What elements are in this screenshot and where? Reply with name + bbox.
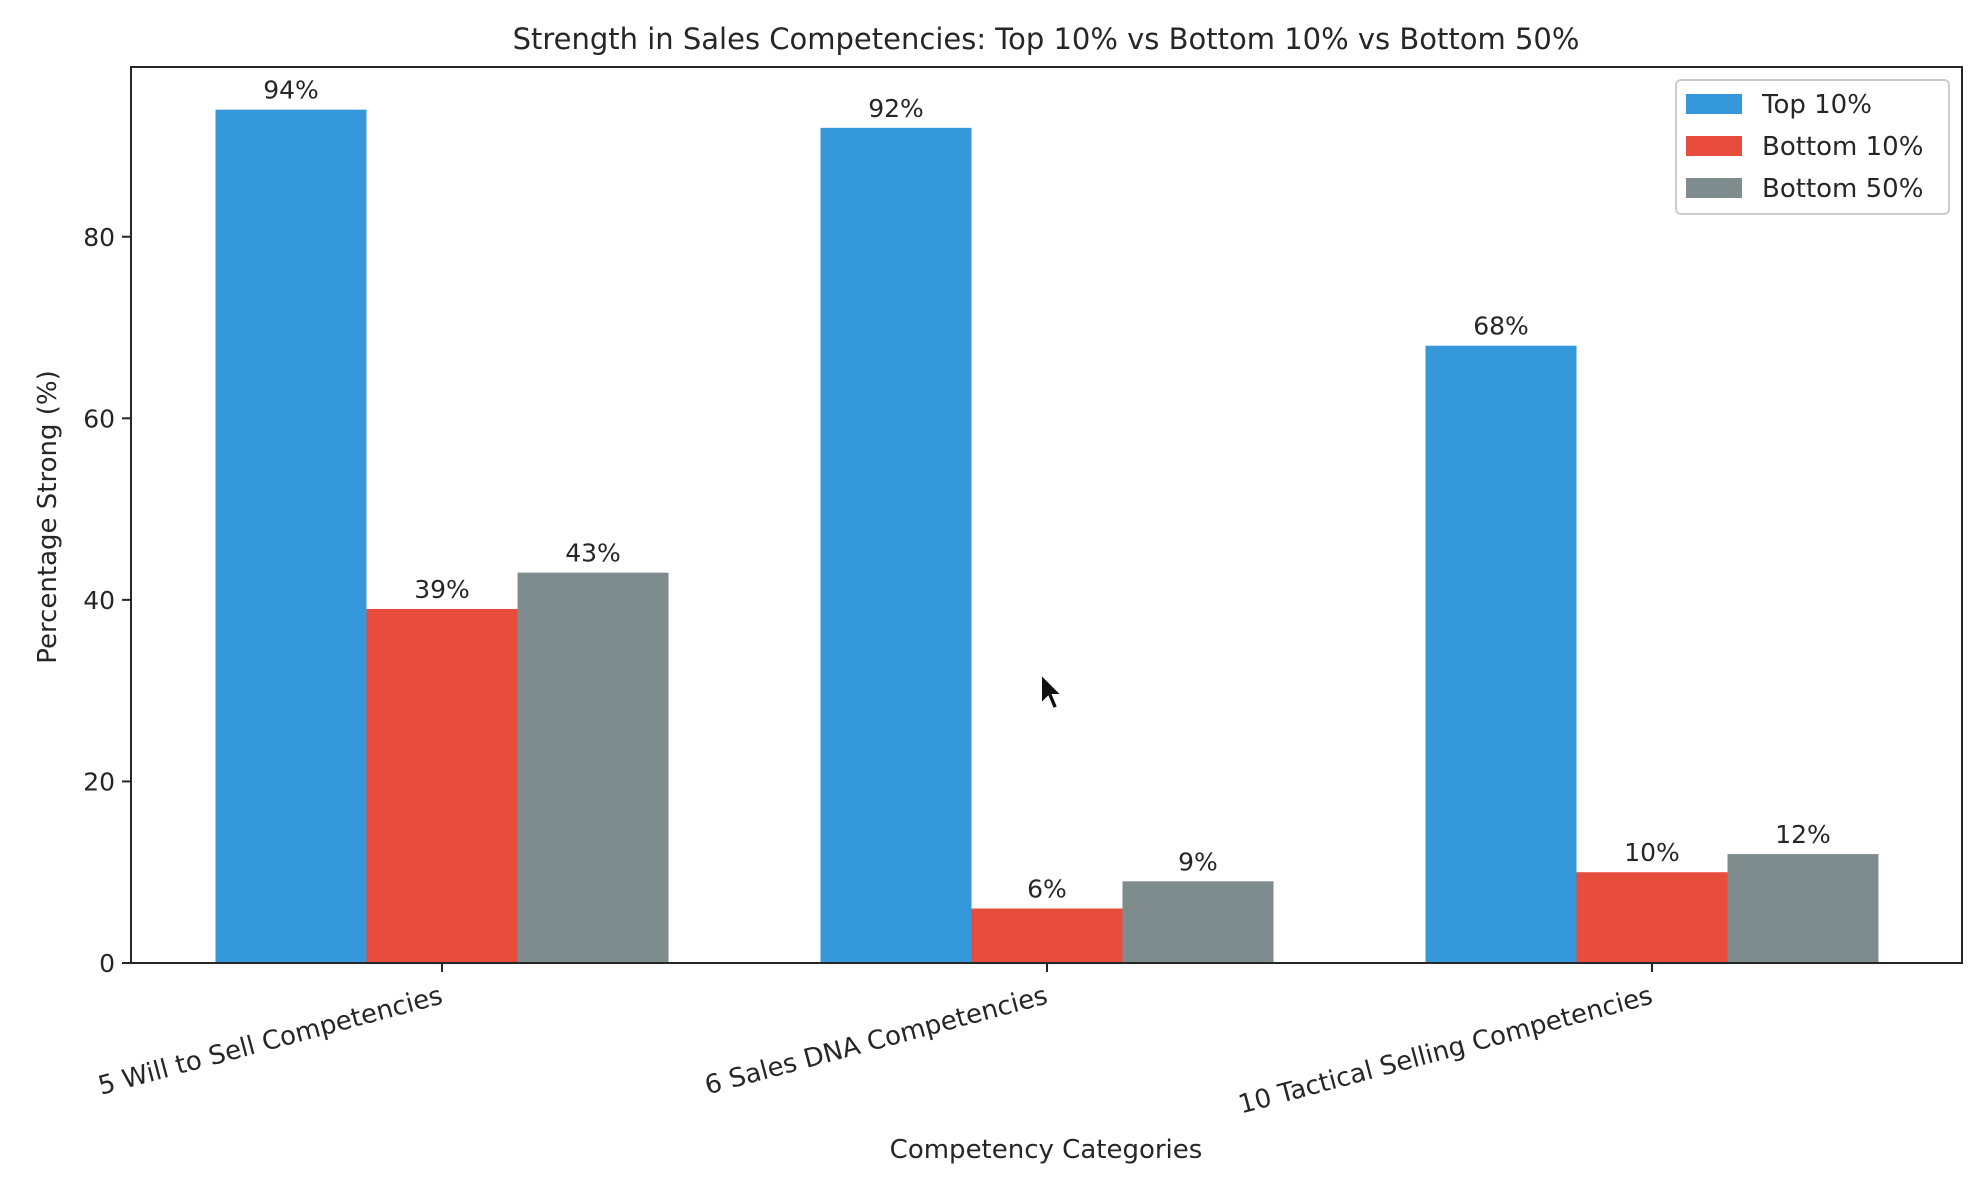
y-axis-label: Percentage Strong (%): [33, 370, 63, 664]
bar-1-1: [215, 109, 367, 963]
legend: Top 10% Bottom 10% Bottom 50%: [1675, 79, 1950, 215]
bar-value-label: 10%: [1624, 838, 1680, 867]
bar-2-2: [971, 908, 1123, 963]
bar-1-3: [1425, 345, 1577, 963]
bar-2-1: [366, 608, 518, 963]
bar-value-label: 68%: [1473, 312, 1529, 341]
bar-2-3: [1576, 872, 1728, 963]
legend-swatch: [1686, 178, 1742, 198]
bar-value-label: 12%: [1775, 820, 1831, 849]
bar-value-label: 6%: [1027, 875, 1067, 904]
bar-1-2: [820, 127, 972, 963]
legend-box: [1675, 79, 1950, 215]
bar-3-2: [1122, 881, 1274, 963]
y-tick-label: 20: [83, 767, 115, 796]
legend-swatch: [1686, 94, 1742, 114]
mouse-cursor-icon: [1040, 671, 1065, 711]
bar-value-label: 92%: [868, 94, 924, 123]
x-axis-label: Competency Categories: [890, 1135, 1203, 1165]
legend-label: Bottom 10%: [1762, 132, 1923, 162]
y-tick-label: 60: [83, 404, 115, 433]
y-tick-label: 0: [99, 949, 115, 978]
bar-value-label: 9%: [1178, 847, 1218, 876]
legend-swatch: [1686, 136, 1742, 156]
bar-3-3: [1727, 854, 1879, 963]
bar-value-label: 94%: [263, 76, 319, 105]
legend-label: Bottom 50%: [1762, 174, 1923, 204]
bar-value-label: 39%: [414, 575, 470, 604]
chart-title: Strength in Sales Competencies: Top 10% …: [513, 22, 1580, 56]
y-tick-label: 40: [83, 586, 115, 615]
y-tick-label: 80: [83, 223, 115, 252]
bar-value-label: 43%: [565, 539, 621, 568]
legend-label: Top 10%: [1761, 90, 1872, 120]
bar-3-1: [517, 572, 669, 963]
